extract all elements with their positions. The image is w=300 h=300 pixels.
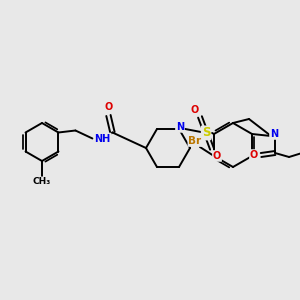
Text: Br: Br [188,136,202,146]
Text: O: O [191,105,199,115]
Text: CH₃: CH₃ [33,178,51,187]
Text: NH: NH [94,134,111,143]
Text: S: S [202,126,210,140]
Text: N: N [270,129,278,139]
Text: N: N [176,122,184,132]
Text: O: O [104,103,112,112]
Text: O: O [213,151,221,161]
Text: O: O [250,150,258,160]
